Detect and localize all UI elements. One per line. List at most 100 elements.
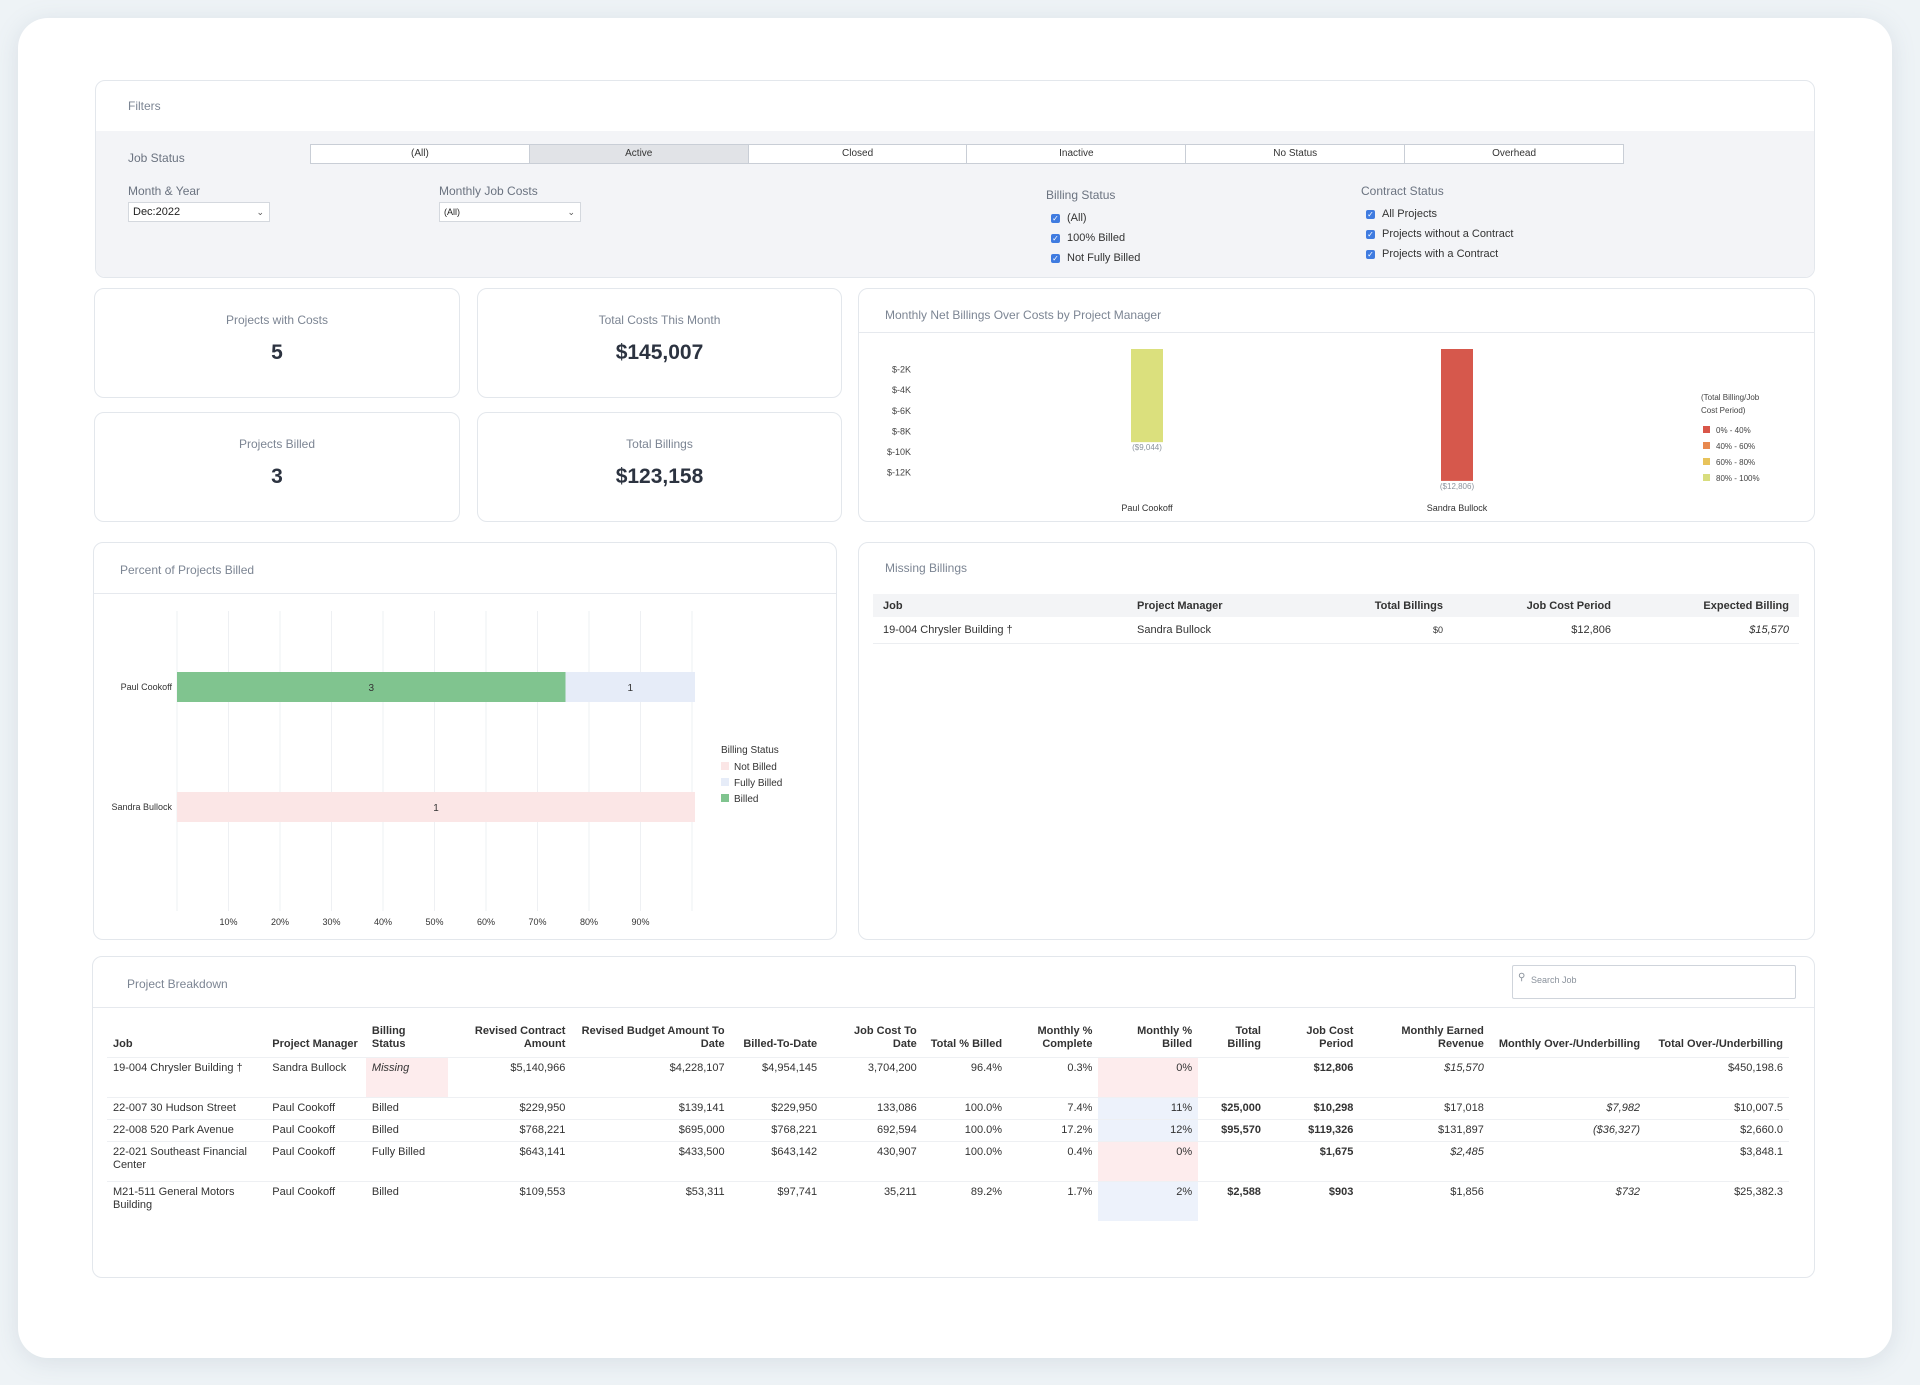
cell-billing-status: Billed [365,1096,449,1119]
column-header-job-cost-to-date[interactable]: Job Cost To Date [854,1024,917,1050]
y-tick-label: $-8K [892,426,911,436]
bar-data-label: ($9,044) [1132,443,1162,452]
x-category-label: Paul Cookoff [1121,503,1173,513]
table-row[interactable]: 22-008 520 Park Avenue Paul Cookoff Bill… [107,1118,1789,1141]
checkbox-label: Not Fully Billed [1067,252,1141,264]
net-billings-chart-card: Monthly Net Billings Over Costs by Proje… [858,288,1815,522]
checkbox-checked-icon: ✓ [1051,233,1060,243]
column-header-job-cost-period[interactable]: Job Cost Period [1453,594,1621,617]
column-header-monthly-earned-revenue[interactable]: Monthly Earned Revenue [1401,1024,1484,1050]
column-header-job-cost-period[interactable]: Job Cost Period [1306,1024,1354,1050]
kpi-value: $123,158 [615,465,704,488]
divider [859,332,1814,333]
y-tick-label: $-2K [892,365,911,375]
x-tick-label: 70% [528,917,546,927]
column-header-project-manager[interactable]: Project Manager [1127,594,1307,617]
monthly-job-costs-value: (All) [444,207,460,217]
column-header-total-pct-billed[interactable]: Total % Billed [930,1037,1003,1050]
cell-project-manager: Paul Cookoff [266,1118,366,1141]
cell-contract: $109,553 [448,1180,572,1221]
project-breakdown-title: Project Breakdown [127,977,228,991]
column-header-job[interactable]: Job [873,594,1127,617]
cell-billing-status: Billed [365,1118,449,1141]
bar-segment[interactable] [565,672,696,702]
month-year-select[interactable]: Dec:2022 ⌄ [128,202,270,222]
job-status-option-all[interactable]: (All) [311,145,530,163]
cell-total-billings: $0 [1307,617,1453,644]
column-header-revised-budget-amount[interactable]: Revised Budget Amount To Date [581,1024,725,1050]
job-status-segmented-control: (All) Active Closed Inactive No Status O… [310,144,1624,164]
table-row[interactable]: 19-004 Chrysler Building † Sandra Bulloc… [873,617,1799,644]
column-header-monthly-pct-complete[interactable]: Monthly % Complete [1037,1024,1093,1050]
column-header-job[interactable]: Job [113,1037,133,1050]
table-row[interactable]: 22-021 Southeast Financial Center Paul C… [107,1140,1789,1181]
cell-total-pct: 96.4% [922,1056,1009,1097]
column-header-billed-to-date[interactable]: Billed-To-Date [743,1037,818,1050]
contract-status-checkbox-all[interactable]: ✓ All Projects [1366,208,1437,220]
column-header-expected-billing[interactable]: Expected Billing [1621,594,1799,617]
x-tick-label: 40% [374,917,392,927]
bar[interactable] [1441,349,1473,481]
cell-billing-status: Billed [365,1180,449,1221]
cell-budget: $433,500 [571,1140,731,1181]
chevron-down-icon: ⌄ [256,207,264,217]
column-header-project-manager[interactable]: Project Manager [272,1037,358,1050]
cell-monthly-complete: 7.4% [1008,1096,1099,1119]
cell-total-over: $2,660.0 [1646,1118,1789,1141]
job-status-option-closed[interactable]: Closed [749,145,968,163]
kpi-label: Total Billings [626,437,693,451]
missing-billings-card: Missing Billings Job Project Manager Tot… [858,542,1815,940]
cell-earned-revenue: $131,897 [1359,1118,1490,1141]
x-tick-label: 20% [271,917,289,927]
job-status-option-inactive[interactable]: Inactive [967,145,1187,163]
contract-status-checkbox-with-contract[interactable]: ✓ Projects with a Contract [1366,248,1498,260]
cell-earned-revenue: $1,856 [1359,1180,1490,1221]
divider [93,1007,1814,1008]
cell-total-over: $450,198.6 [1646,1056,1789,1097]
billing-status-checkbox-all[interactable]: ✓ (All) [1051,212,1087,224]
search-placeholder: Search Job [1531,975,1577,985]
y-category-label: Sandra Bullock [111,802,172,812]
y-category-label: Paul Cookoff [121,682,173,692]
table-row[interactable]: 19-004 Chrysler Building † Sandra Bulloc… [107,1056,1789,1097]
bar-data-label: ($12,806) [1440,482,1475,491]
x-tick-label: 60% [477,917,495,927]
kpi-total-billings: Total Billings $123,158 [477,412,842,522]
column-header-revised-contract-amount[interactable]: Revised Contract Amount [474,1024,566,1050]
missing-billings-title: Missing Billings [885,561,968,575]
cell-billing-status: Fully Billed [365,1140,449,1181]
percent-billed-chart-title: Percent of Projects Billed [120,563,255,577]
column-header-total-billing[interactable]: Total Billing [1227,1024,1261,1050]
monthly-job-costs-select[interactable]: (All) ⌄ [439,202,581,222]
cell-project-manager: Sandra Bullock [266,1056,366,1097]
legend-swatch [1703,458,1710,465]
job-status-option-overhead[interactable]: Overhead [1492,148,1537,159]
bar-segment[interactable] [177,672,566,702]
column-header-monthly-over-underbilling[interactable]: Monthly Over-/Underbilling [1498,1037,1641,1050]
billing-status-checkbox-not-fully-billed[interactable]: ✓ Not Fully Billed [1051,252,1140,264]
cell-total-billing [1198,1140,1267,1181]
chevron-down-icon: ⌄ [567,207,575,217]
job-status-option-no-status[interactable]: No Status [1186,145,1406,163]
billing-status-checkbox-100-billed[interactable]: ✓ 100% Billed [1051,232,1125,244]
y-tick-label: $-12K [887,468,911,478]
legend-swatch [721,778,729,786]
cell-job: 22-007 30 Hudson Street [107,1096,267,1119]
table-row[interactable]: 22-007 30 Hudson Street Paul Cookoff Bil… [107,1096,1789,1119]
y-tick-label: $-6K [892,406,911,416]
contract-status-checkbox-without-contract[interactable]: ✓ Projects without a Contract [1366,228,1513,240]
bar[interactable] [1131,349,1163,443]
cell-project-manager: Paul Cookoff [266,1096,366,1119]
column-header-total-over-underbilling[interactable]: Total Over-/Underbilling [1658,1037,1783,1050]
table-row[interactable]: M21-511 General Motors Building Paul Coo… [107,1180,1789,1221]
bar-segment[interactable] [177,792,695,822]
checkbox-label: Projects with a Contract [1382,248,1499,260]
legend-label: 0% - 40% [1716,426,1751,435]
search-job-input[interactable]: ⚲ Search Job [1512,965,1796,999]
cell-job: 22-021 Southeast Financial Center [107,1140,267,1181]
job-status-option-active[interactable]: Active [529,145,749,163]
column-header-total-billings[interactable]: Total Billings [1307,594,1453,617]
column-header-monthly-pct-billed[interactable]: Monthly % Billed [1137,1024,1193,1050]
table-header-row: Job Project Manager Billing Status Revis… [107,1023,1789,1057]
column-header-billing-status[interactable]: Billing Status [371,1024,406,1050]
